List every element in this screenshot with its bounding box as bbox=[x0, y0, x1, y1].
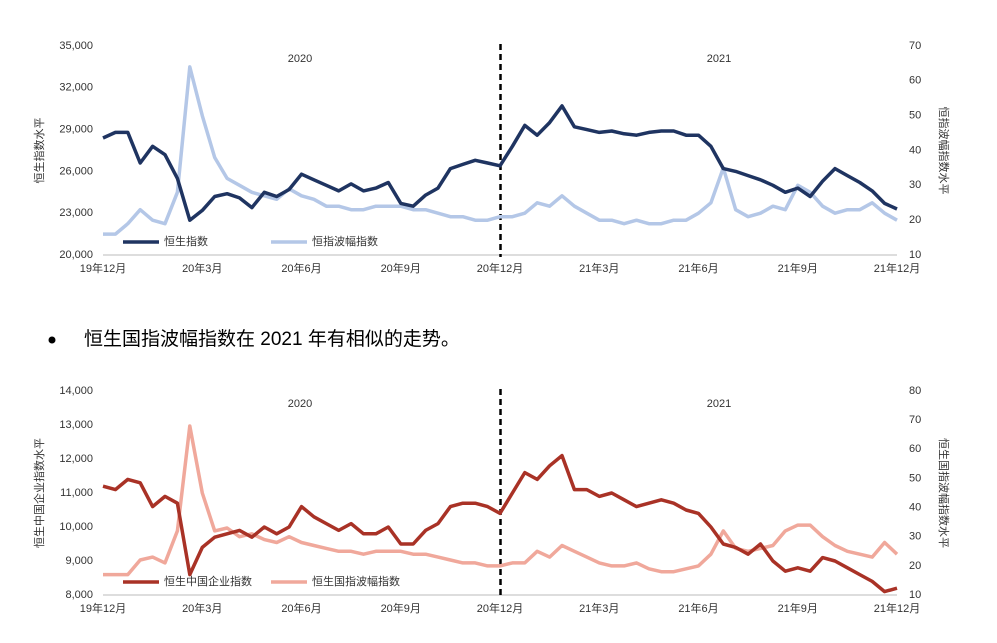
y2-tick-label: 60 bbox=[909, 75, 921, 87]
y2-tick-label: 40 bbox=[909, 144, 921, 156]
bullet-text: 恒生国指波幅指数在 2021 年有相似的走势。 bbox=[84, 328, 460, 350]
x-tick-label: 21年12月 bbox=[874, 261, 920, 275]
legend-label: 恒生指数 bbox=[164, 234, 208, 248]
x-tick-label: 21年6月 bbox=[678, 261, 718, 275]
x-tick-label: 21年6月 bbox=[678, 601, 718, 615]
y2-tick-label: 50 bbox=[909, 472, 921, 484]
y-tick-label: 20,000 bbox=[59, 249, 93, 261]
x-tick-label: 20年9月 bbox=[381, 261, 421, 275]
y2-tick-label: 20 bbox=[909, 214, 921, 226]
y2-axis-label: 恒指波幅指数水平 bbox=[937, 107, 951, 195]
year-label: 2020 bbox=[288, 398, 312, 410]
legend-label: 恒生国指波幅指数 bbox=[312, 574, 400, 588]
x-tick-label: 20年3月 bbox=[182, 261, 222, 275]
y-tick-label: 12,000 bbox=[59, 453, 93, 465]
series-line bbox=[103, 65, 898, 236]
y2-tick-label: 70 bbox=[909, 40, 921, 52]
y-tick-label: 23,000 bbox=[59, 207, 93, 219]
x-tick-label: 19年12月 bbox=[80, 261, 126, 275]
x-tick-label: 19年12月 bbox=[80, 601, 126, 615]
series-line bbox=[102, 104, 898, 222]
y-tick-label: 32,000 bbox=[59, 82, 93, 94]
y2-tick-label: 30 bbox=[909, 531, 921, 543]
x-tick-label: 20年6月 bbox=[281, 601, 321, 615]
legend-label: 恒指波幅指数 bbox=[312, 234, 378, 248]
y2-tick-label: 80 bbox=[909, 385, 921, 397]
y-tick-label: 35,000 bbox=[59, 40, 93, 52]
y-tick-label: 9,000 bbox=[65, 555, 93, 567]
y2-tick-label: 50 bbox=[909, 110, 921, 122]
y2-tick-label: 20 bbox=[909, 560, 921, 572]
y2-tick-label: 30 bbox=[909, 179, 921, 191]
y2-tick-label: 40 bbox=[909, 501, 921, 513]
series-line bbox=[102, 453, 898, 594]
y-tick-label: 29,000 bbox=[59, 124, 93, 136]
x-tick-label: 21年3月 bbox=[579, 261, 619, 275]
x-tick-label: 21年9月 bbox=[778, 261, 818, 275]
x-tick-label: 20年12月 bbox=[477, 601, 523, 615]
y-tick-label: 8,000 bbox=[65, 589, 93, 601]
y-tick-label: 26,000 bbox=[59, 165, 93, 177]
year-label: 2020 bbox=[288, 53, 312, 65]
bullet-dot bbox=[48, 336, 56, 344]
y2-axis-label: 恒生国指波幅指数水平 bbox=[937, 438, 951, 548]
y-axis-label: 恒生中国企业指数水平 bbox=[32, 438, 46, 548]
y-tick-label: 11,000 bbox=[60, 487, 93, 499]
x-tick-label: 21年9月 bbox=[778, 601, 818, 615]
y2-tick-label: 70 bbox=[909, 414, 921, 426]
x-tick-label: 21年12月 bbox=[874, 601, 920, 615]
y2-tick-label: 10 bbox=[909, 249, 921, 261]
x-tick-label: 21年3月 bbox=[579, 601, 619, 615]
year-label: 2021 bbox=[707, 53, 731, 65]
y2-tick-label: 60 bbox=[909, 443, 921, 455]
y-tick-label: 14,000 bbox=[59, 385, 93, 397]
y2-tick-label: 10 bbox=[909, 589, 921, 601]
y-axis-label: 恒生指数水平 bbox=[32, 118, 46, 184]
y-tick-label: 10,000 bbox=[59, 521, 93, 533]
year-label: 2021 bbox=[707, 398, 731, 410]
legend-label: 恒生中国企业指数 bbox=[164, 574, 252, 588]
x-tick-label: 20年9月 bbox=[381, 601, 421, 615]
x-tick-label: 20年12月 bbox=[477, 261, 523, 275]
x-tick-label: 20年6月 bbox=[281, 261, 321, 275]
x-tick-label: 20年3月 bbox=[182, 601, 222, 615]
y-tick-label: 13,000 bbox=[59, 419, 93, 431]
